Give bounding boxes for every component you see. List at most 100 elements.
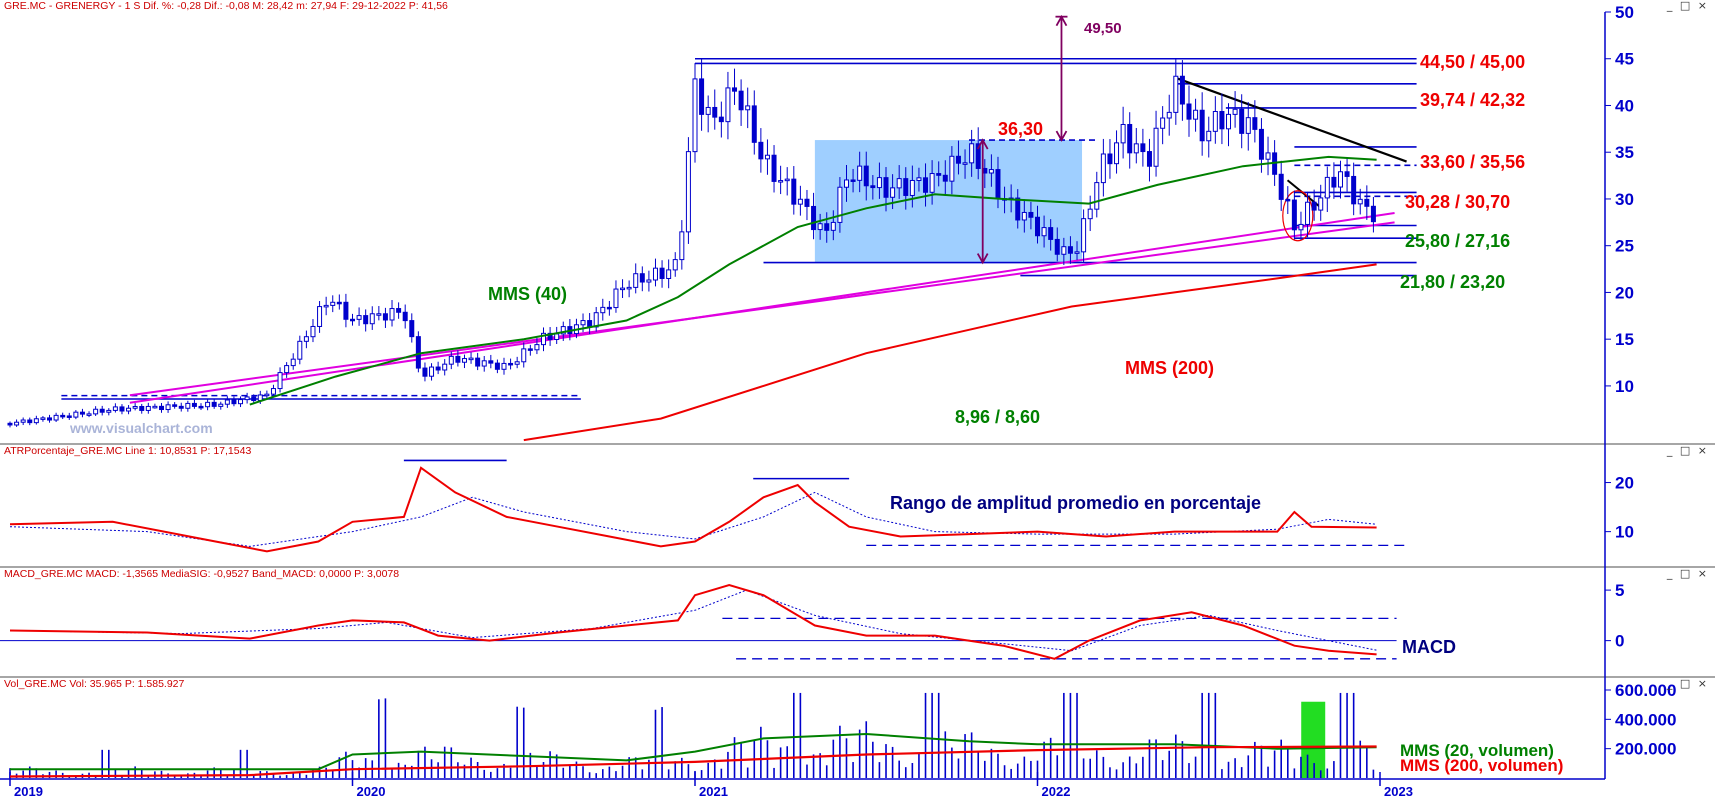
candle-body	[830, 221, 836, 231]
candle-body	[626, 286, 632, 290]
macd-window-buttons[interactable]: _ □ ×	[1666, 567, 1709, 580]
candle-body	[409, 320, 415, 338]
candle-body	[1021, 211, 1027, 221]
candle-body	[903, 178, 909, 196]
x-tick-label: 2020	[357, 784, 386, 799]
y-tick-label: 20	[1615, 283, 1634, 302]
target-label: 49,50	[1084, 20, 1122, 37]
candle-body	[165, 404, 171, 411]
candle-body	[508, 362, 514, 366]
candle-body	[824, 223, 830, 231]
macd-annotation: MACD	[1402, 637, 1456, 657]
candle-body	[376, 313, 382, 316]
candle-body	[475, 357, 481, 367]
candle-body	[40, 417, 46, 420]
candle-body	[1054, 238, 1060, 255]
candle-body	[725, 87, 731, 123]
candle-body	[290, 358, 296, 367]
candle-body	[639, 273, 645, 283]
candle-body	[73, 411, 79, 418]
candle-body	[784, 178, 790, 182]
candle-body	[679, 231, 685, 261]
candle-body	[1153, 127, 1159, 167]
candle-body	[139, 405, 145, 411]
candle-body	[60, 414, 66, 418]
candle-body	[501, 362, 507, 370]
candle-body	[99, 408, 105, 413]
candle-body	[481, 360, 487, 367]
y-tick-label: 45	[1615, 50, 1634, 69]
candle-body	[336, 301, 342, 305]
vol-panel-header: Vol_GRE.MC Vol: 35.965 P: 1.585.927	[4, 678, 185, 690]
y-tick-label: 10	[1615, 377, 1634, 396]
candle-body	[191, 402, 197, 407]
volume-bars	[9, 692, 1375, 778]
watermark-text: www.visualchart.com	[69, 420, 213, 436]
candle-body	[323, 304, 329, 308]
x-tick-label: 2023	[1384, 784, 1413, 799]
candle-body	[317, 306, 323, 327]
arrow-head	[1055, 130, 1068, 142]
candle-body	[1344, 171, 1350, 177]
candle-body	[1239, 108, 1245, 134]
candle-body	[778, 180, 784, 183]
candle-body	[415, 336, 421, 369]
candle-body	[1140, 143, 1146, 153]
candle-body	[988, 169, 994, 174]
candle-body	[1166, 111, 1172, 119]
level-label-8: 8,96 / 8,60	[955, 407, 1040, 427]
candle-body	[995, 169, 1001, 200]
candle-body	[1298, 223, 1304, 231]
candle-body	[1245, 117, 1251, 134]
candle-body	[112, 406, 118, 411]
candle-body	[1028, 211, 1034, 218]
candle-body	[1212, 111, 1218, 132]
candle-body	[106, 409, 112, 413]
candle-body	[758, 141, 764, 160]
candle-body	[422, 367, 428, 377]
mms-40-line	[249, 155, 1377, 406]
atr-annotation: Rango de amplitud promedio en porcentaje	[890, 493, 1261, 513]
candle-body	[277, 372, 283, 390]
x-tick-label: 2021	[699, 784, 728, 799]
level-label-39-42: 39,74 / 42,32	[1420, 90, 1525, 110]
candle-body	[310, 325, 316, 338]
candle-body	[712, 106, 718, 118]
candle-body	[27, 419, 33, 424]
level-label-25-27: 25,80 / 27,16	[1405, 231, 1510, 251]
candle-body	[389, 308, 395, 321]
x-tick-label: 2022	[1042, 784, 1071, 799]
candle-body	[955, 155, 961, 164]
arrow-head	[976, 253, 989, 265]
level-label-21-23: 21,80 / 23,20	[1400, 272, 1505, 292]
candle-body	[962, 162, 968, 165]
candle-body	[1114, 142, 1120, 165]
candle-body	[718, 116, 724, 123]
candle-body	[890, 187, 896, 198]
mms-200-label: MMS (200)	[1125, 358, 1214, 378]
candle-body	[936, 173, 942, 176]
atr-window-buttons[interactable]: _ □ ×	[1666, 444, 1709, 457]
candle-body	[606, 306, 612, 310]
candle-body	[402, 311, 408, 322]
candle-body	[468, 357, 474, 361]
macd-panel-header: MACD_GRE.MC MACD: -1,3565 MediaSIG: -0,9…	[4, 568, 400, 580]
candle-body	[1324, 176, 1330, 199]
candle-body	[600, 306, 606, 314]
candle-body	[382, 313, 388, 321]
vol-window-buttons[interactable]: _ □ ×	[1666, 677, 1709, 690]
y-tick-label: 0	[1615, 632, 1624, 651]
candle-body	[211, 401, 217, 407]
candle-body	[350, 318, 355, 322]
candle-body	[870, 185, 876, 189]
candle-body	[1146, 151, 1152, 167]
price-window-buttons[interactable]: _ □ ×	[1666, 0, 1709, 12]
y-tick-label: 200.000	[1615, 740, 1676, 759]
candle-body	[1357, 198, 1363, 205]
candle-body	[1351, 175, 1357, 205]
vol-mms-20-line	[10, 732, 1377, 771]
candle-body	[745, 105, 751, 111]
candle-body	[343, 301, 349, 320]
candle-body	[152, 405, 158, 409]
candle-body	[547, 332, 553, 340]
